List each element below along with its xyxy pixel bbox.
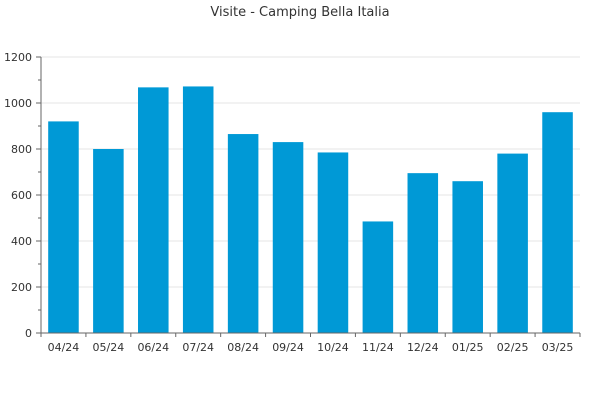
bar-07-24 bbox=[182, 86, 214, 333]
x-tick-label: 01/25 bbox=[452, 341, 484, 354]
y-tick-label: 200 bbox=[11, 281, 32, 294]
x-tick-label: 03/25 bbox=[542, 341, 574, 354]
bar-01-25 bbox=[452, 181, 483, 333]
bar-05-24 bbox=[93, 149, 124, 333]
y-tick-label: 1200 bbox=[4, 51, 32, 64]
y-tick-label: 0 bbox=[25, 327, 32, 340]
bar-06-24 bbox=[138, 87, 169, 333]
x-tick-label: 07/24 bbox=[182, 341, 214, 354]
bar-12-24 bbox=[407, 173, 439, 333]
x-tick-label: 04/24 bbox=[48, 341, 80, 354]
bar-10-24 bbox=[317, 152, 349, 333]
y-tick-label: 800 bbox=[11, 143, 32, 156]
y-axis-ticks: 0 200 400 600 800 1000 1200 bbox=[4, 51, 41, 340]
bar-11-24 bbox=[362, 221, 394, 333]
x-tick-label: 09/24 bbox=[272, 341, 304, 354]
y-tick-label: 1000 bbox=[4, 97, 32, 110]
bar-03-25 bbox=[542, 112, 573, 333]
x-tick-label: 05/24 bbox=[93, 341, 125, 354]
gridlines bbox=[41, 56, 580, 288]
x-tick-label: 10/24 bbox=[317, 341, 349, 354]
bars bbox=[48, 86, 573, 334]
x-tick-label: 02/25 bbox=[497, 341, 529, 354]
y-tick-label: 400 bbox=[11, 235, 32, 248]
bar-09-24 bbox=[272, 142, 304, 333]
x-tick-label: 06/24 bbox=[137, 341, 169, 354]
x-tick-label: 12/24 bbox=[407, 341, 439, 354]
chart-title: Visite - Camping Bella Italia bbox=[210, 5, 389, 20]
bar-08-24 bbox=[227, 134, 259, 333]
x-axis-ticks: 04/24 05/24 06/24 07/24 08/24 09/24 10/24 11/24… bbox=[40, 333, 581, 354]
x-tick-label: 08/24 bbox=[227, 341, 259, 354]
bar-04-24 bbox=[48, 121, 79, 334]
x-tick-label: 11/24 bbox=[362, 341, 394, 354]
y-tick-label: 600 bbox=[11, 189, 32, 202]
bar-02-25 bbox=[497, 153, 528, 333]
